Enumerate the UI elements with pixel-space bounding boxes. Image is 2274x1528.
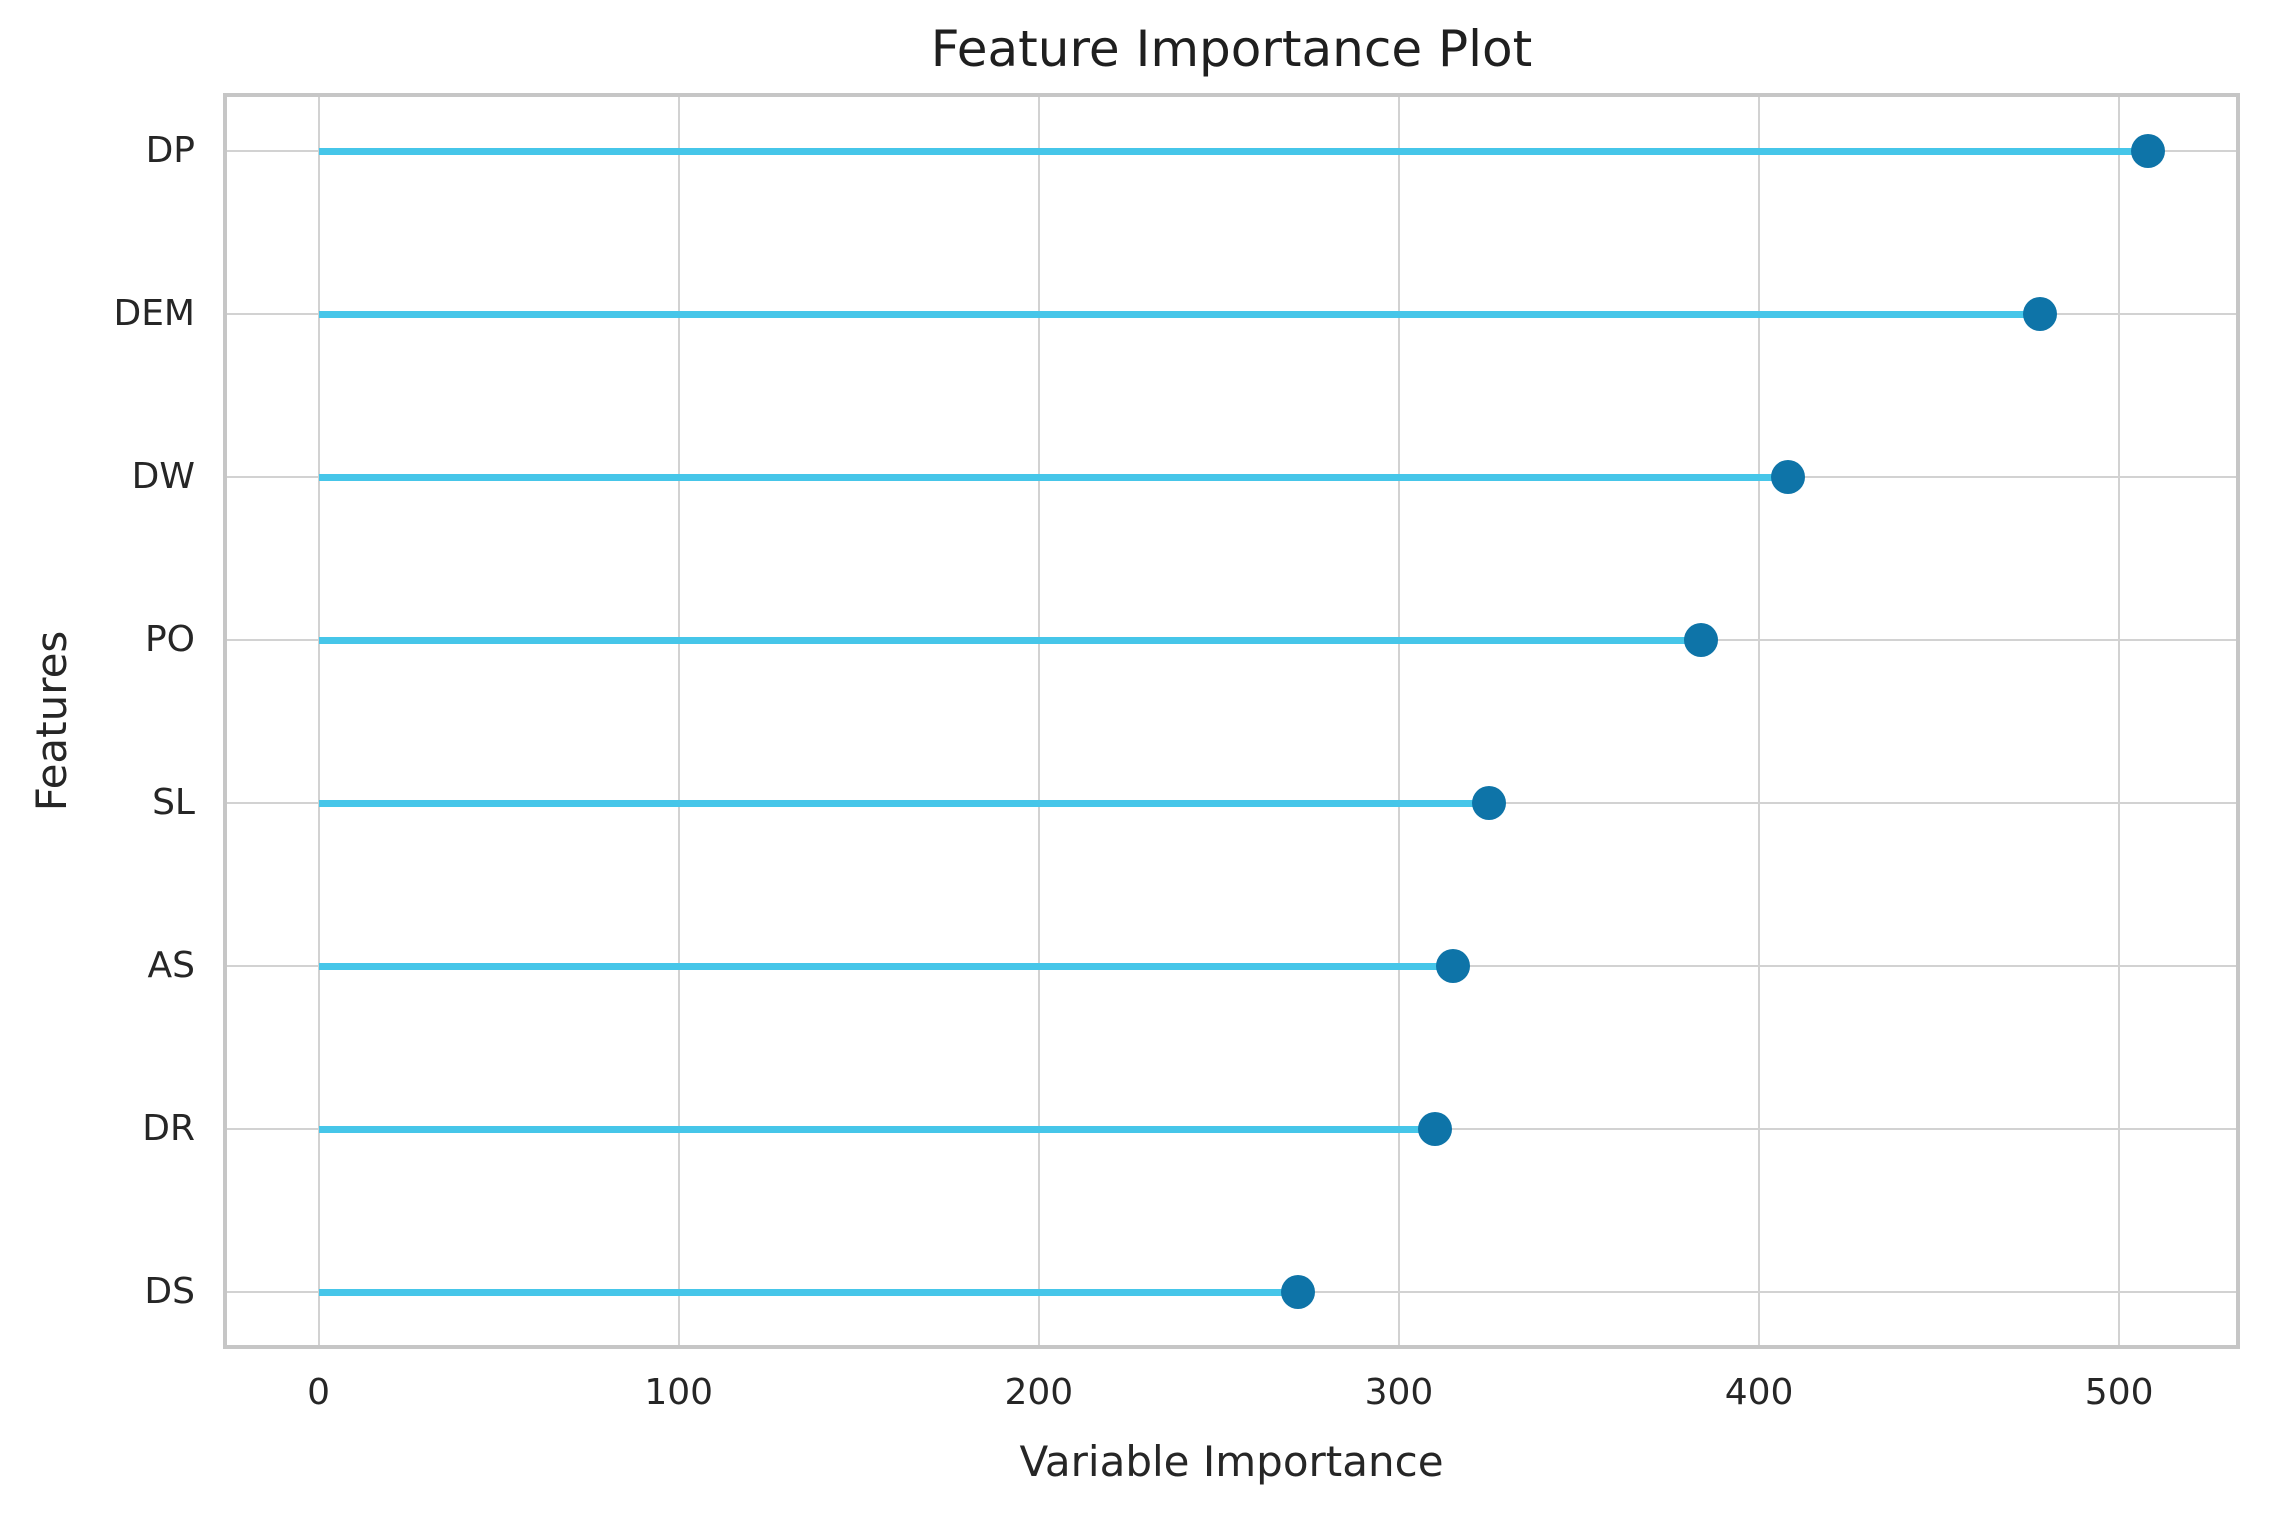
xtick-100: 100 xyxy=(644,1372,714,1413)
ytick-DS: DS xyxy=(144,1271,195,1312)
dot-DS xyxy=(1281,1275,1316,1309)
ytick-DEM: DEM xyxy=(113,293,195,334)
dot-AS xyxy=(1435,949,1470,983)
stem-DP xyxy=(318,147,2148,155)
ytick-DW: DW xyxy=(131,456,195,497)
dot-DW xyxy=(1770,460,1805,494)
plot-border xyxy=(223,93,2240,1349)
xtick-0: 0 xyxy=(307,1372,331,1413)
stem-DR xyxy=(318,1125,1435,1133)
dot-DR xyxy=(1417,1112,1452,1146)
xtick-300: 300 xyxy=(1364,1372,1434,1413)
ytick-PO: PO xyxy=(144,619,195,660)
ytick-AS: AS xyxy=(147,945,195,986)
x-axis-label: Variable Importance xyxy=(1019,1437,1444,1486)
ytick-SL: SL xyxy=(152,782,195,823)
dot-DP xyxy=(2130,134,2165,168)
dot-SL xyxy=(1471,786,1506,820)
stem-DW xyxy=(318,473,1788,481)
xtick-200: 200 xyxy=(1004,1372,1074,1413)
xtick-500: 500 xyxy=(2084,1372,2154,1413)
stem-DEM xyxy=(318,310,2040,318)
gridline-x-300 xyxy=(1397,95,1400,1347)
plot-area xyxy=(223,93,2240,1349)
stem-SL xyxy=(318,799,1489,807)
dot-DEM xyxy=(2022,297,2057,331)
gridline-x-100 xyxy=(677,95,680,1347)
gridline-x-500 xyxy=(2118,95,2121,1347)
stem-PO xyxy=(318,636,1702,644)
ytick-DR: DR xyxy=(142,1108,195,1149)
gridline-x-400 xyxy=(1758,95,1761,1347)
ytick-DP: DP xyxy=(145,130,195,171)
xtick-400: 400 xyxy=(1724,1372,1794,1413)
stem-AS xyxy=(318,962,1453,970)
chart-title: Feature Importance Plot xyxy=(930,20,1533,78)
gridline-x-0 xyxy=(317,95,320,1347)
gridline-x-200 xyxy=(1037,95,1040,1347)
stem-DS xyxy=(318,1288,1299,1296)
dot-PO xyxy=(1684,623,1719,657)
